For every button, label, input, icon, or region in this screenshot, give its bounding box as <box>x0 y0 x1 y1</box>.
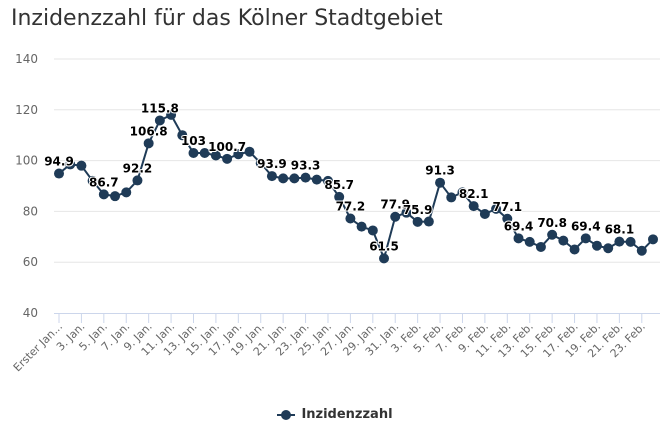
data-label: 106.8 <box>130 124 168 138</box>
data-point <box>76 160 87 171</box>
data-point <box>479 208 490 219</box>
data-point <box>98 189 109 200</box>
y-tick-label: 60 <box>23 255 38 269</box>
data-label: 61.5 <box>369 239 399 253</box>
data-label: 69.4 <box>571 219 601 233</box>
data-label: 70.8 <box>537 216 567 230</box>
data-point <box>278 173 289 184</box>
data-point <box>356 221 367 232</box>
data-point <box>491 203 502 214</box>
data-point <box>535 241 546 252</box>
data-point <box>177 130 188 141</box>
data-point <box>390 211 401 222</box>
grid-lines <box>54 58 660 263</box>
data-label: 82.1 <box>459 187 489 201</box>
data-label: 93.9 <box>257 157 287 171</box>
data-point <box>210 150 221 161</box>
data-label: 77.2 <box>336 200 366 214</box>
legend-label: Inzidenzzahl <box>301 407 393 422</box>
series-inzidenzzahl <box>54 109 658 264</box>
data-point <box>569 244 580 255</box>
legend: Inzidenzzahl <box>0 407 670 422</box>
data-point <box>255 158 266 169</box>
data-point <box>513 233 524 244</box>
data-point <box>457 187 468 198</box>
data-point <box>289 173 300 184</box>
data-point <box>625 236 636 247</box>
data-point <box>322 175 333 186</box>
data-point <box>435 177 446 188</box>
y-tick-label: 120 <box>15 103 38 117</box>
y-tick-label: 80 <box>23 204 38 218</box>
data-point <box>143 138 154 149</box>
data-label: 94.9 <box>44 155 74 169</box>
data-point <box>547 229 558 240</box>
data-point <box>54 168 64 179</box>
data-label: 77.9 <box>380 198 410 212</box>
data-point <box>367 225 378 236</box>
data-point <box>199 147 210 158</box>
data-point <box>468 201 479 212</box>
data-label: 75.9 <box>403 203 433 217</box>
data-point <box>166 109 177 120</box>
data-point <box>244 146 255 157</box>
data-point <box>614 236 625 247</box>
data-point <box>502 213 513 224</box>
data-point <box>266 171 277 182</box>
data-label: 100.7 <box>208 140 246 154</box>
data-point <box>121 187 132 198</box>
x-axis: Erster Jan...3. Jan.5. Jan.7. Jan.9. Jan… <box>11 313 660 374</box>
data-point <box>423 216 434 227</box>
data-point <box>345 213 356 224</box>
legend-marker-icon <box>277 409 296 420</box>
data-label: 91.3 <box>425 164 455 178</box>
data-point <box>65 159 76 170</box>
data-point <box>636 245 647 256</box>
data-labels: 94.9 86.7 92.2 106.8 115.8 103 100.7 93.9 93.385… <box>43 100 635 254</box>
data-point <box>524 236 535 247</box>
data-point <box>379 253 390 264</box>
y-axis-ticks: 40 60 80 100 120 140 <box>15 52 38 320</box>
y-tick-label: 140 <box>15 52 38 66</box>
data-point <box>132 175 143 186</box>
chart-title: Inzidenzzahl für das Kölner Stadtgebiet <box>11 6 443 31</box>
y-tick-label: 40 <box>23 306 38 320</box>
y-tick-label: 100 <box>15 154 38 168</box>
data-label: 68.1 <box>605 223 635 237</box>
data-label: 85.7 <box>324 178 354 192</box>
data-label: 77.1 <box>492 200 522 214</box>
data-label: 92.2 <box>123 161 153 175</box>
data-point <box>300 172 311 183</box>
data-label: 86.7 <box>89 175 119 189</box>
data-label: 103 <box>181 134 206 148</box>
data-point <box>558 235 569 246</box>
data-point <box>334 191 345 202</box>
data-point <box>222 153 233 164</box>
data-point <box>311 174 322 185</box>
data-point <box>233 149 244 160</box>
data-point <box>87 175 98 186</box>
data-label: 115.8 <box>141 101 179 115</box>
data-label: 93.3 <box>291 159 321 173</box>
data-point <box>603 243 614 254</box>
legend-item-inzidenzzahl[interactable]: Inzidenzzahl <box>277 407 393 422</box>
data-point <box>110 191 121 202</box>
data-point <box>580 233 591 244</box>
data-point <box>648 234 658 245</box>
data-point <box>401 207 412 218</box>
data-point <box>412 216 423 227</box>
data-point <box>591 240 602 251</box>
data-point <box>154 115 165 126</box>
data-point <box>446 192 457 203</box>
data-point <box>188 147 199 158</box>
data-label: 69.4 <box>504 219 534 233</box>
